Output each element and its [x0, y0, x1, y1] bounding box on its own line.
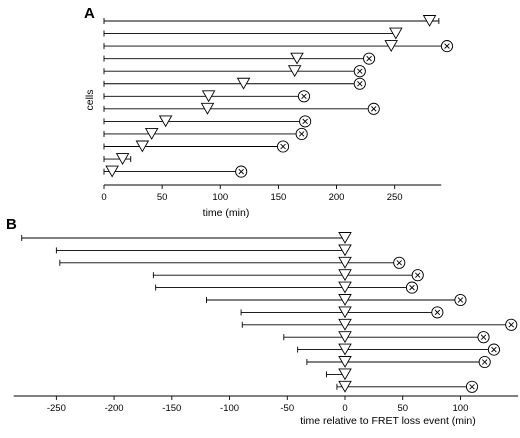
x-tick-label: -250 [47, 403, 66, 414]
fret-loss-marker [389, 27, 403, 40]
x-tick-label: 250 [387, 192, 403, 203]
fret-loss-marker [200, 102, 215, 115]
fret-loss-marker [105, 165, 119, 178]
fret-loss-marker [338, 331, 352, 344]
fret-loss-marker [338, 269, 352, 282]
panel-b-cells [21, 232, 518, 393]
cell-death-marker [454, 293, 467, 307]
x-tick-label: 50 [157, 192, 168, 203]
fret-loss-marker [338, 244, 352, 257]
cell-death-marker [363, 52, 376, 65]
cell-death-marker [353, 65, 366, 78]
fret-loss-marker [338, 356, 352, 368]
x-tick-label: 0 [342, 403, 347, 414]
panel-b-label: B [6, 216, 17, 233]
x-tick-label: -100 [220, 403, 239, 414]
cell-death-marker [411, 269, 424, 282]
cell-death-marker [295, 127, 308, 140]
panel-a-label: A [84, 5, 95, 22]
fret-loss-marker [384, 40, 398, 53]
fret-loss-marker [135, 140, 150, 153]
fret-loss-marker [338, 281, 352, 294]
panel-a-ylabel: cells [84, 89, 96, 110]
x-tick-label: 200 [329, 192, 345, 203]
cell-death-marker [235, 165, 248, 178]
fret-loss-marker [422, 15, 437, 27]
fret-loss-marker [144, 127, 159, 140]
fret-loss-marker [338, 232, 352, 244]
fret-loss-marker [201, 90, 216, 103]
cell-death-marker [465, 380, 479, 393]
x-tick-label: 100 [212, 192, 228, 203]
fret-loss-marker [115, 153, 130, 165]
panel-b-x-axis: -250 -200 -150 -100 -50 0 50 100 [13, 395, 519, 414]
cell-death-marker [505, 318, 518, 331]
x-tick-label: 0 [101, 192, 106, 203]
fret-loss-marker [338, 318, 352, 331]
cell-death-marker [353, 77, 366, 90]
cell-death-marker [478, 355, 491, 369]
fret-loss-marker [236, 77, 251, 90]
cell-death-marker [297, 90, 311, 103]
fret-loss-marker [338, 380, 352, 393]
panel-a-xlabel: time (min) [203, 207, 250, 219]
fret-loss-marker [338, 368, 352, 381]
panel-b-xlabel: time relative to FRET loss event (min) [300, 415, 475, 427]
cell-death-marker [440, 40, 454, 53]
cell-death-marker [405, 281, 419, 294]
x-tick-label: 50 [397, 403, 408, 414]
cell-death-marker [277, 140, 290, 153]
fret-loss-marker [338, 256, 352, 269]
cell-death-marker [367, 102, 380, 115]
x-tick-label: 100 [453, 403, 469, 414]
fret-loss-marker [338, 306, 352, 319]
cell-death-marker [487, 343, 500, 356]
panel-b: B -250 -200 -150 -100 -50 0 50 100 time relativ… [6, 216, 519, 427]
fret-loss-marker [338, 343, 352, 356]
x-tick-label: 150 [270, 192, 286, 203]
fret-loss-marker [158, 115, 173, 128]
cell-death-marker [299, 115, 312, 128]
x-tick-label: -150 [162, 403, 181, 414]
cell-death-marker [477, 331, 490, 344]
panel-a-cells [103, 15, 454, 178]
cell-death-marker [431, 306, 444, 319]
fret-loss-marker [290, 52, 304, 65]
fret-loss-marker [287, 65, 302, 78]
panel-a-x-axis: 0 50 100 150 200 250 [101, 184, 442, 203]
x-tick-label: -200 [105, 403, 124, 414]
panel-a: A cells 0 50 100 150 200 250 time (min) [84, 5, 454, 219]
x-tick-label: -50 [280, 403, 294, 414]
cell-death-marker [393, 256, 406, 269]
fret-loss-marker [338, 294, 352, 306]
